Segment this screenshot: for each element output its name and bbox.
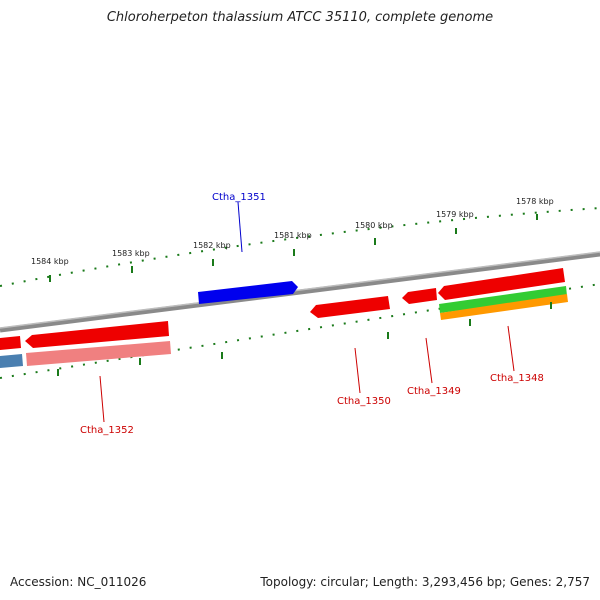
genome-backbone <box>0 251 600 333</box>
gene-ctha-1348[interactable] <box>438 268 565 300</box>
gene-labels: Ctha_1351 Ctha_1350 Ctha_1349 Ctha_1348 … <box>80 192 544 436</box>
map-title: Chloroherpeton thalassium ATCC 35110, co… <box>106 10 494 25</box>
outer-major-ticks <box>49 214 538 282</box>
tick-label-1578: 1578 kbp <box>516 197 554 206</box>
gene-label-ctha-1352: Ctha_1352 <box>80 425 134 436</box>
gene-left-edge-red[interactable] <box>0 336 21 350</box>
tick-label-1582: 1582 kbp <box>193 241 231 250</box>
inner-major-ticks <box>57 302 552 376</box>
tick-label-1584: 1584 kbp <box>31 257 69 266</box>
gene-label-ctha-1350: Ctha_1350 <box>337 396 391 407</box>
genome-stats-label: Topology: circular; Length: 3,293,456 bp… <box>260 575 590 589</box>
tick-label-1581: 1581 kbp <box>274 231 312 240</box>
outer-tick-track <box>0 207 600 287</box>
feature-left-edge-steel <box>0 354 23 368</box>
gene-ctha-1351[interactable] <box>198 281 298 304</box>
tick-label-1580: 1580 kbp <box>355 221 393 230</box>
gene-ctha-1350[interactable] <box>310 296 390 318</box>
inner-tick-track <box>0 283 600 379</box>
gene-label-ctha-1351: Ctha_1351 <box>212 192 266 203</box>
tick-labels: 1578 kbp 1579 kbp 1580 kbp 1581 kbp 1582… <box>31 197 554 266</box>
feature-ctha-1348-green <box>439 286 567 313</box>
accession-label: Accession: NC_011026 <box>10 575 147 589</box>
gene-label-ctha-1348: Ctha_1348 <box>490 373 544 384</box>
leader-lines <box>99 201 515 423</box>
tick-label-1583: 1583 kbp <box>112 249 150 258</box>
tick-label-1579: 1579 kbp <box>436 210 474 219</box>
feature-ctha-1348-orange <box>440 294 568 320</box>
gene-ctha-1349[interactable] <box>402 288 437 304</box>
gene-ctha-1352[interactable] <box>25 321 169 348</box>
feature-ctha-1352-pink <box>26 341 171 366</box>
gene-label-ctha-1349: Ctha_1349 <box>407 386 461 397</box>
